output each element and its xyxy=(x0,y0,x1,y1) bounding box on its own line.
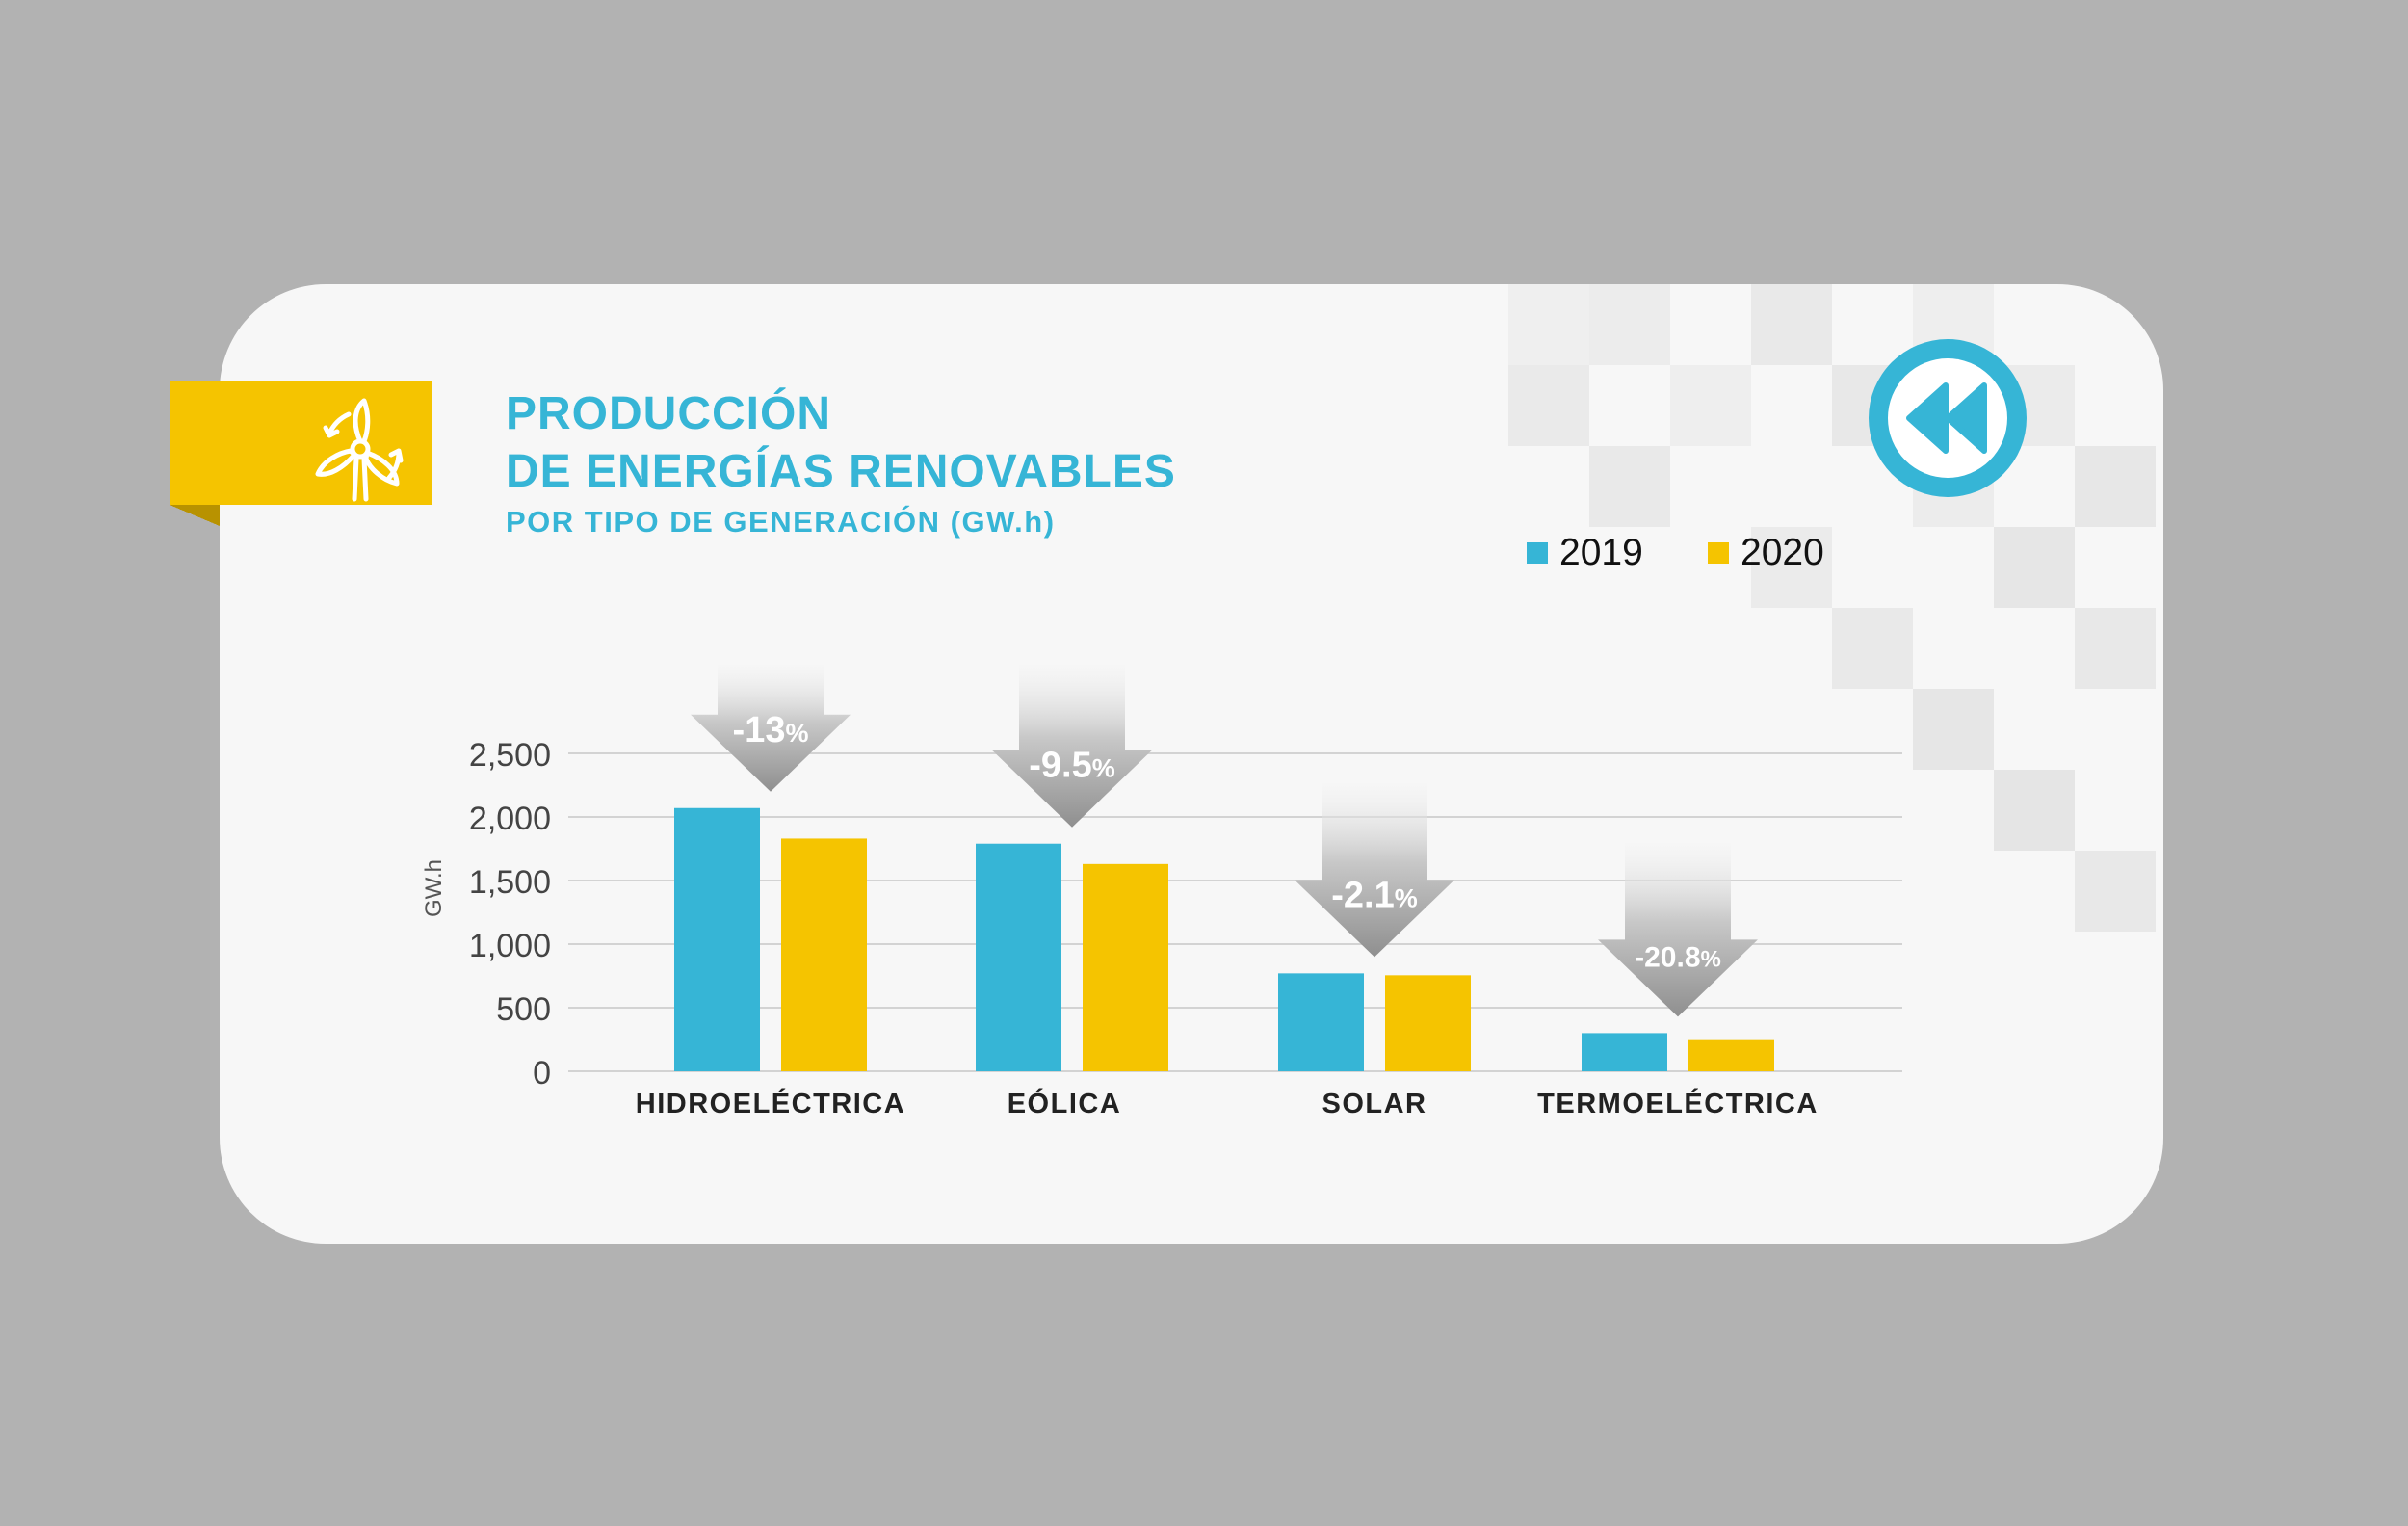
y-tick-label: 1,500 xyxy=(469,864,551,901)
bar-2020 xyxy=(1688,1039,1774,1071)
x-tick-label: TERMOELÉCTRICA xyxy=(1537,1087,1819,1119)
y-axis-label: GW.h xyxy=(421,859,447,917)
bar-2020 xyxy=(1385,975,1471,1071)
y-tick-label: 500 xyxy=(496,991,551,1028)
change-label: -13% xyxy=(733,710,809,750)
legend-item-2019: 2019 xyxy=(1527,532,1643,574)
category-tab xyxy=(170,382,432,505)
change-arrow xyxy=(992,665,1152,828)
tab-fold xyxy=(170,505,220,526)
y-tick-label: 0 xyxy=(533,1055,551,1092)
legend-swatch-2020 xyxy=(1708,542,1729,564)
chart-title-line1: PRODUCCIÓN xyxy=(506,388,832,439)
bar-2019 xyxy=(1582,1033,1667,1071)
x-tick-label: SOLAR xyxy=(1322,1089,1427,1119)
legend-item-2020: 2020 xyxy=(1708,532,1824,574)
change-arrow xyxy=(1295,783,1454,958)
y-tick-label: 2,500 xyxy=(469,737,551,774)
change-label: -2.1% xyxy=(1331,875,1418,915)
y-tick-label: 2,000 xyxy=(469,801,551,837)
change-arrow xyxy=(691,665,851,792)
legend-label-2019: 2019 xyxy=(1559,532,1643,573)
x-tick-label: HIDROELÉCTRICA xyxy=(636,1087,905,1119)
legend-label-2020: 2020 xyxy=(1741,532,1824,573)
bar-2019 xyxy=(976,843,1061,1071)
x-tick-label: EÓLICA xyxy=(1008,1087,1122,1119)
bar-2019 xyxy=(1278,973,1364,1071)
bar-2020 xyxy=(1083,863,1168,1071)
chart-title-line2: DE ENERGÍAS RENOVABLES xyxy=(506,446,1176,497)
rewind-icon[interactable] xyxy=(1869,339,2027,497)
bar-2020 xyxy=(781,838,867,1071)
change-label: -9.5% xyxy=(1029,746,1115,786)
change-arrow xyxy=(1598,843,1758,1017)
change-label: -20.8% xyxy=(1635,941,1721,973)
chart-subtitle: POR TIPO DE GENERACIÓN (GW.h) xyxy=(506,505,1056,539)
legend-swatch-2019 xyxy=(1527,542,1548,564)
bar-2019 xyxy=(674,807,760,1071)
wind-turbine-icon xyxy=(315,398,404,502)
y-tick-label: 1,000 xyxy=(469,928,551,964)
